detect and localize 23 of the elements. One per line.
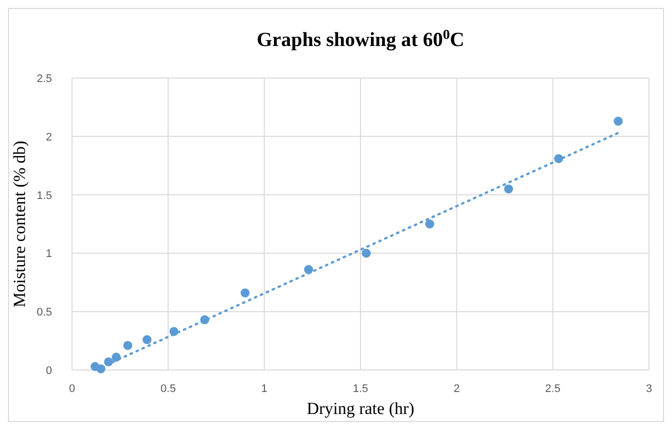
- point: [362, 248, 371, 258]
- point: [123, 340, 132, 350]
- x-tick-label: 0.5: [160, 383, 176, 395]
- point: [425, 220, 434, 228]
- x-axis-title: Drying rate (hr): [306, 399, 414, 418]
- x-tick-label: 3: [646, 383, 652, 395]
- y-tick-label: 1: [46, 248, 52, 260]
- y-tick-label: 1.5: [36, 190, 52, 202]
- x-tick-label: 1: [261, 383, 268, 395]
- x-tick-label: 2.5: [545, 383, 560, 395]
- y-tick-label: 0: [46, 365, 52, 377]
- y-tick-label: 2.5: [36, 73, 52, 85]
- x-tick-label: 0: [68, 383, 76, 395]
- x-tick-label: 1.5: [352, 383, 368, 395]
- x-tick-label: 2: [454, 383, 460, 395]
- chart-title: Graphs showing at 60$^{0}$C: [256, 28, 464, 51]
- point: [614, 116, 623, 126]
- y-tick-label: 2: [46, 131, 52, 144]
- point: [142, 335, 152, 344]
- point: [504, 184, 514, 194]
- point: [240, 288, 250, 298]
- y-tick-label: 0.5: [36, 306, 52, 319]
- y-axis-title: Moisture content (% db): [10, 140, 29, 308]
